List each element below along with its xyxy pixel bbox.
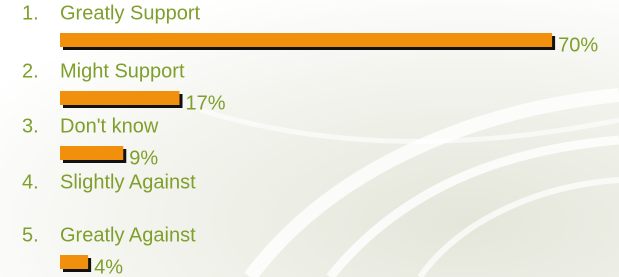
bar [60,146,123,160]
item-label: Slightly Against [60,171,196,193]
value-label: 70% [558,34,598,56]
item-number: 5. [22,224,39,246]
value-label: 17% [186,92,226,114]
chart: 1. Greatly Support 70% 2. Might Support17% 3.… [0,0,619,277]
item-number: 3. [22,115,39,137]
bar [60,33,552,47]
item-label: Greatly Support [60,2,201,24]
item-number: 2. [22,60,39,82]
bar [60,255,88,269]
value-label: 4% [94,256,123,277]
item-label: Might Support [60,60,185,82]
item-label: Greatly Against [60,224,196,246]
item-number: 1. [22,2,39,24]
item-label: Don't know [60,115,159,137]
bar [60,91,180,105]
item-number: 4. [22,171,39,193]
value-label: 9% [129,147,158,169]
